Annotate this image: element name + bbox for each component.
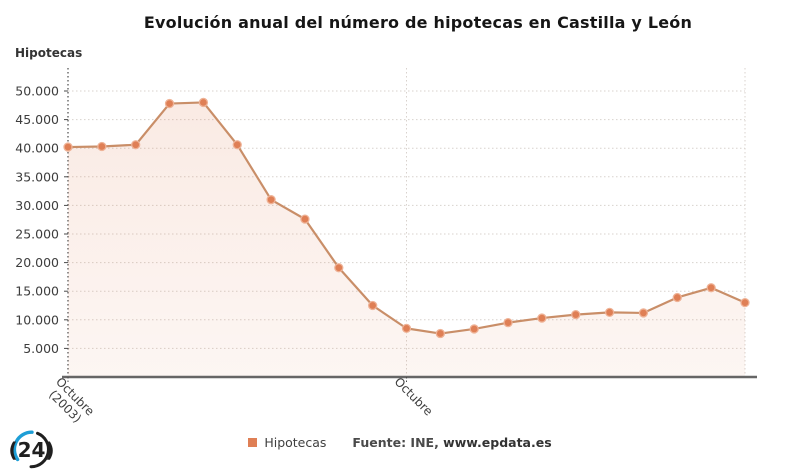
y-tick-label: 5.000 <box>23 341 59 356</box>
data-point[interactable] <box>367 300 378 311</box>
x-tick-label: Octubre(2003) <box>46 375 97 426</box>
legend-swatch-icon <box>248 437 258 447</box>
data-point[interactable] <box>63 142 73 152</box>
data-point[interactable] <box>300 214 310 224</box>
y-tick-label: 45.000 <box>15 112 59 127</box>
y-tick-label: 25.000 <box>15 227 59 242</box>
data-point[interactable] <box>164 98 175 109</box>
data-point[interactable] <box>638 308 649 318</box>
data-point[interactable] <box>537 313 547 323</box>
plot-area: 5.000 10.000 15.000 20.000 25.000 30.000 35.00… <box>15 68 757 426</box>
logo-24-icon: (24) <box>8 430 55 469</box>
data-point[interactable] <box>131 140 141 150</box>
y-tick-label: 40.000 <box>15 141 59 156</box>
data-point[interactable] <box>232 140 242 150</box>
y-axis-title: Hipotecas <box>15 46 83 60</box>
chart-footer: Hipotecas Fuente: INE, www.epdata.es <box>0 431 800 453</box>
data-point[interactable] <box>97 141 107 152</box>
source-site: www.epdata.es <box>443 434 552 450</box>
chart-title: Evolución anual del número de hipotecas … <box>143 13 693 32</box>
data-point[interactable] <box>604 307 615 318</box>
legend-item-hipotecas[interactable]: Hipotecas <box>248 435 326 450</box>
y-tick-label: 20.000 <box>15 255 59 270</box>
data-point[interactable] <box>571 310 581 320</box>
series-area <box>68 102 745 377</box>
y-tick-label: 30.000 <box>15 198 59 213</box>
data-point[interactable] <box>435 328 446 339</box>
data-point[interactable] <box>740 297 750 308</box>
x-tick-label-line: Octubre <box>392 375 436 419</box>
logo-text: (24) <box>8 438 54 462</box>
data-point[interactable] <box>469 324 479 334</box>
data-point[interactable] <box>401 323 412 334</box>
data-point[interactable] <box>266 195 276 205</box>
y-tick-label: 50.000 <box>15 84 59 99</box>
y-tick-label: 15.000 <box>15 284 59 299</box>
legend-label: Hipotecas <box>264 434 327 450</box>
y-tick-label: 10.000 <box>15 312 59 327</box>
data-point[interactable] <box>503 318 513 328</box>
y-tick-label: 35.000 <box>15 169 59 184</box>
data-point[interactable] <box>706 283 716 293</box>
data-point[interactable] <box>672 292 682 303</box>
logo-black-arc <box>29 431 50 469</box>
source-text: Fuente: INE, www.epdata.es <box>352 435 551 450</box>
data-point[interactable] <box>334 263 344 273</box>
source-prefix: Fuente: INE, <box>352 434 444 450</box>
x-tick-label: Octubre <box>392 375 436 419</box>
logo-blue-arc <box>12 430 34 462</box>
data-point[interactable] <box>198 97 209 108</box>
